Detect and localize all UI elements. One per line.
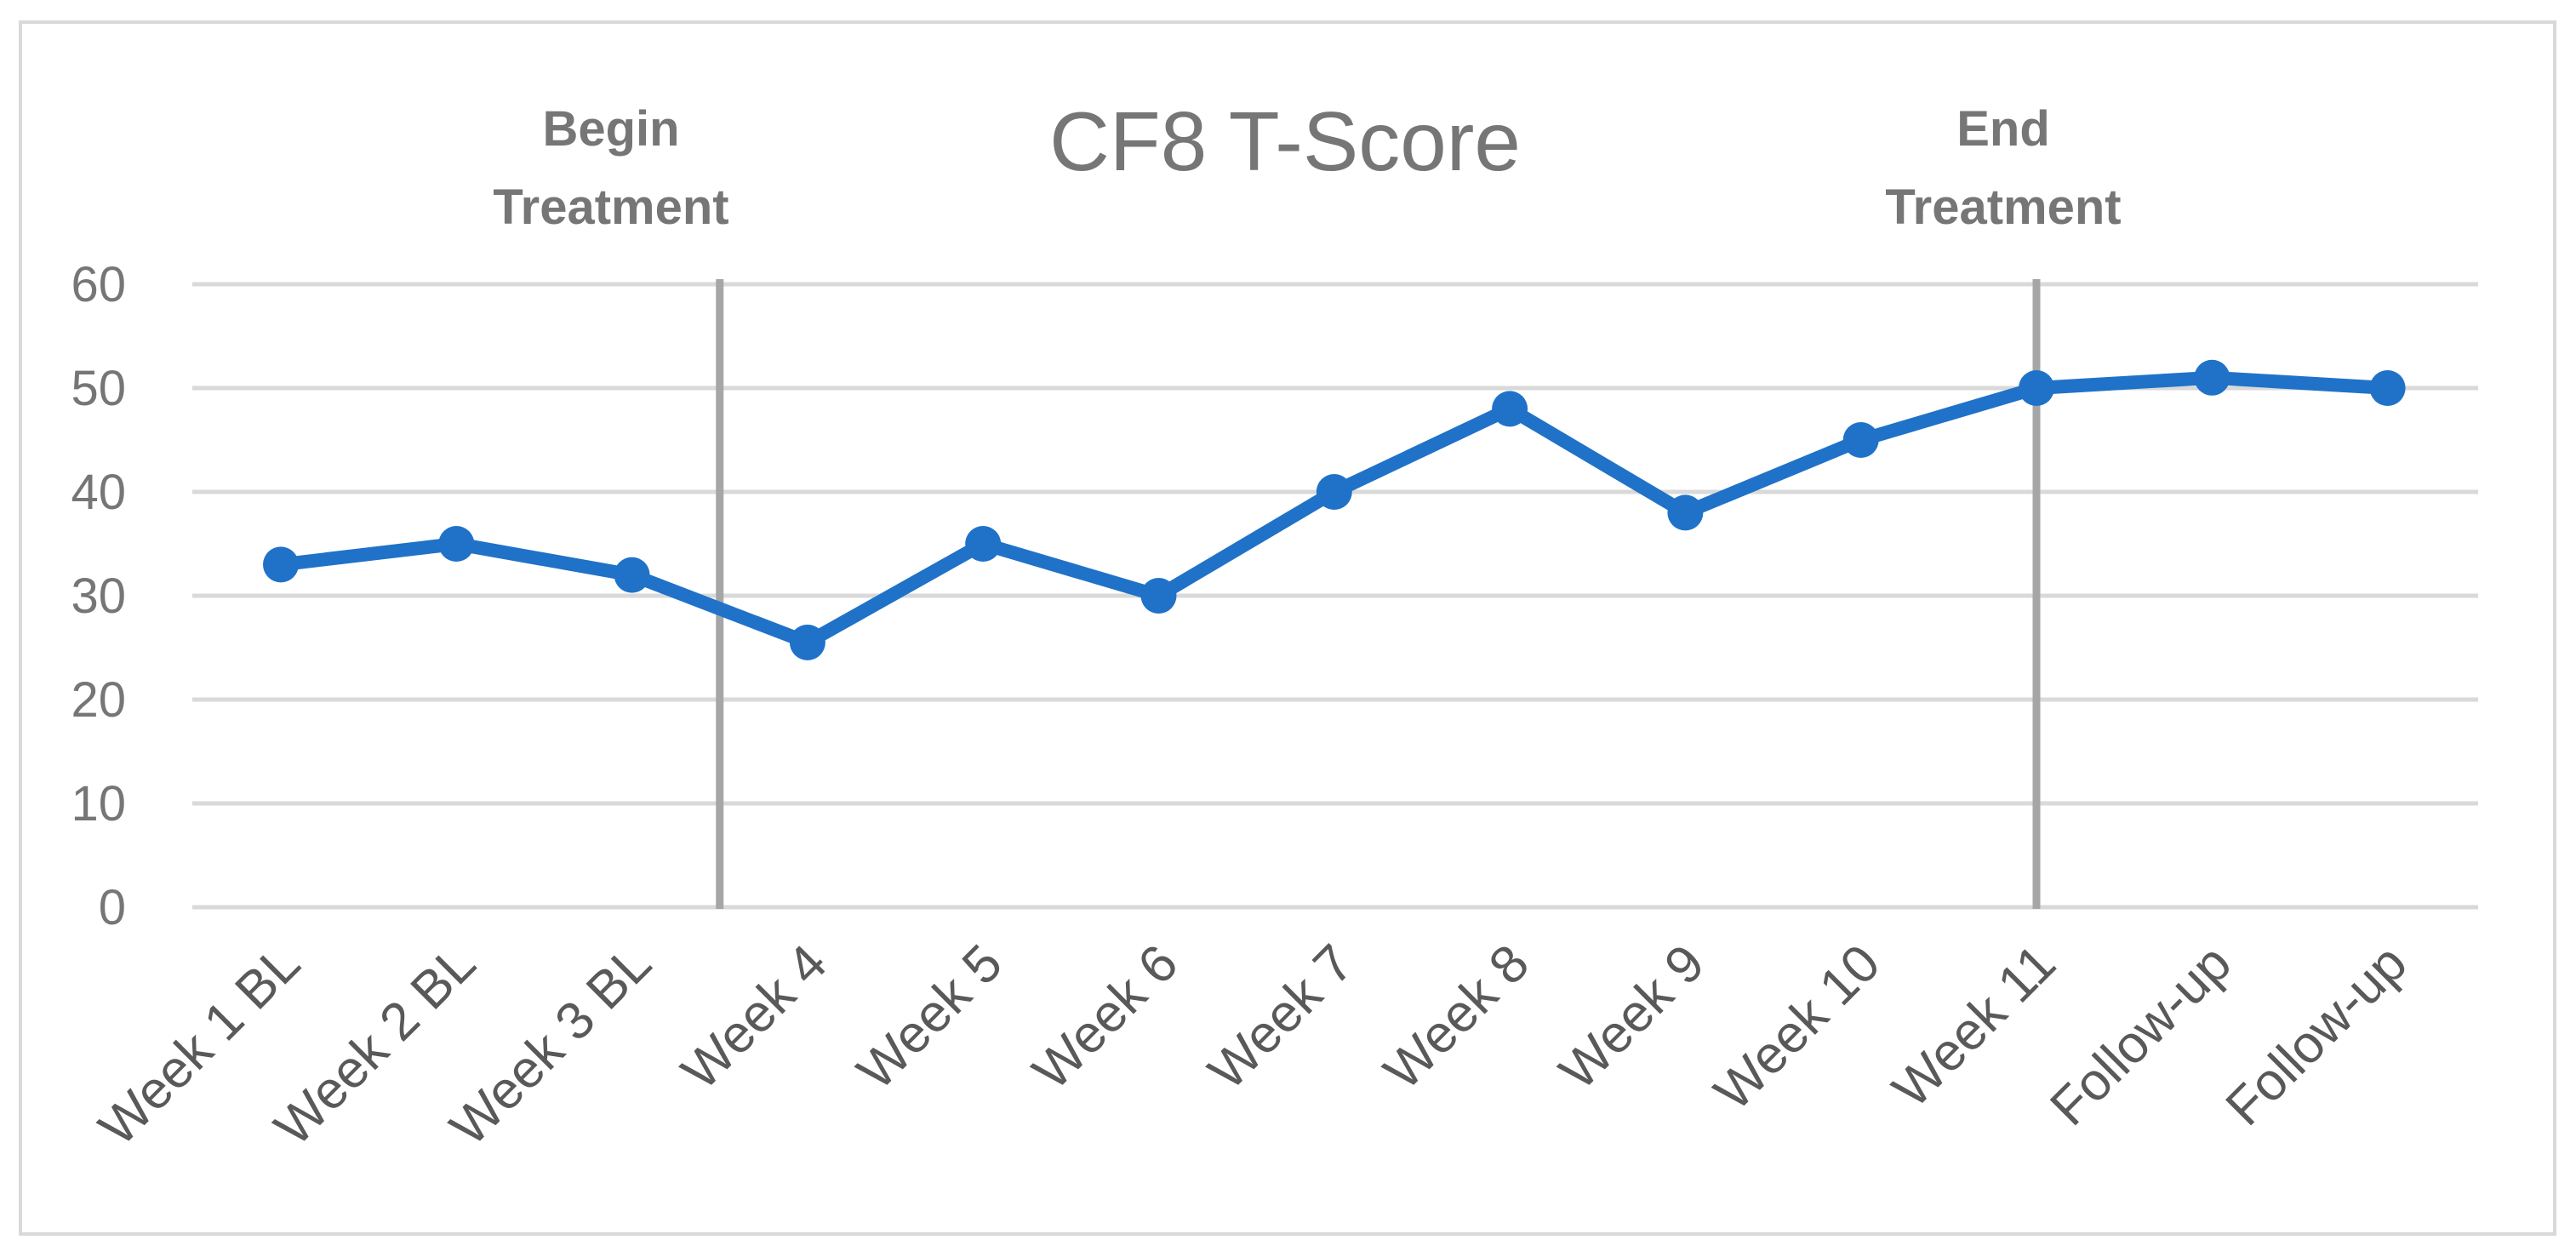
series-layer (263, 359, 2406, 660)
begin-treatment-label-line1: Begin (542, 101, 679, 157)
data-point (263, 546, 299, 583)
data-point (1316, 474, 1352, 510)
x-tick-label: Week 4 (671, 934, 838, 1101)
data-point (1667, 494, 1704, 531)
end-treatment-label-line2: Treatment (1885, 180, 2121, 235)
y-tick-label: 0 (99, 880, 126, 935)
x-tick-label: Week 10 (1704, 934, 1892, 1122)
x-tick-label: Week 5 (846, 934, 1014, 1101)
chart-frame (19, 20, 2556, 1236)
y-tick-label: 60 (71, 257, 126, 312)
chart-title: CF8 T-Score (1049, 94, 1521, 188)
x-tick-label: Week 11 (1882, 934, 2067, 1119)
x-tick-label: Week 7 (1197, 934, 1365, 1101)
end-treatment-label-line1: End (1956, 101, 2050, 157)
series-line (274, 370, 2395, 649)
data-point (1492, 391, 1528, 427)
begin-treatment-label-line2: Treatment (493, 180, 728, 235)
data-point (438, 526, 475, 562)
data-point (965, 526, 1002, 562)
data-point (2194, 359, 2230, 396)
y-tick-label: 20 (71, 672, 126, 728)
x-tick-label: Week 6 (1022, 934, 1190, 1101)
y-tick-label: 40 (71, 465, 126, 520)
y-tick-label: 10 (71, 776, 126, 831)
x-tick-label: Follow-up (2039, 934, 2242, 1137)
data-point (1842, 422, 1879, 458)
x-tick-label: Week 8 (1373, 934, 1540, 1101)
y-axis-ticks: 0 10 20 30 40 50 60 (71, 257, 126, 935)
data-point (789, 624, 825, 660)
data-point (2369, 370, 2406, 406)
x-tick-label: Week 9 (1549, 934, 1716, 1101)
y-tick-label: 30 (71, 569, 126, 624)
data-point (614, 557, 650, 593)
data-point (1140, 578, 1177, 614)
data-point (2019, 370, 2054, 406)
x-tick-label: Follow-up (2215, 934, 2419, 1137)
y-tick-label: 50 (71, 361, 126, 416)
